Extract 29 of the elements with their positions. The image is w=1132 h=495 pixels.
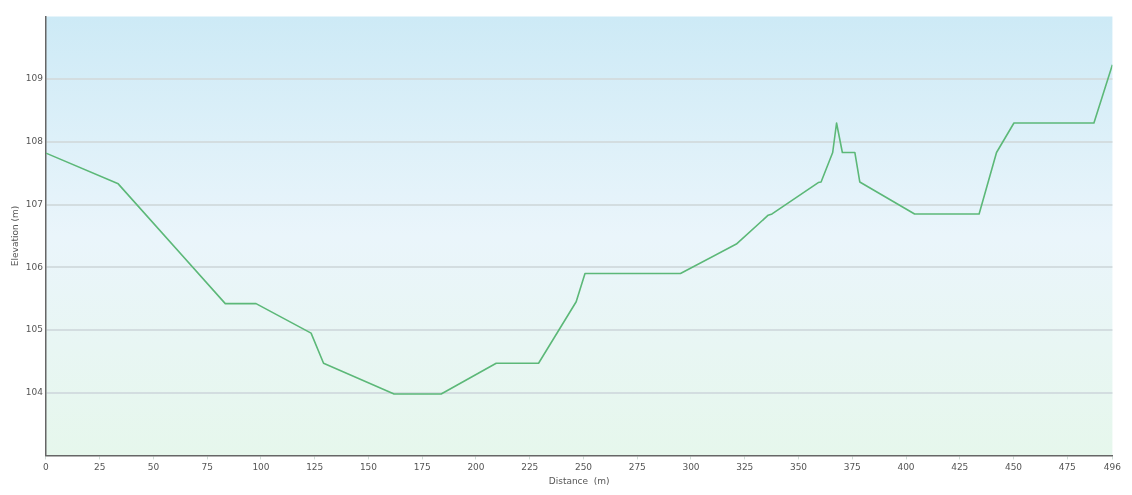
x-tick-label: 375	[843, 462, 861, 473]
x-tick-label: 175	[413, 462, 431, 473]
x-tick-label: 350	[789, 462, 808, 473]
x-tick-label: 50	[147, 462, 160, 473]
x-tick-label: 100	[252, 462, 270, 473]
y-tick-label: 109	[25, 73, 44, 84]
x-axis-title: Distance (m)	[548, 475, 610, 486]
x-tick-label: 275	[628, 462, 646, 473]
x-tick-label: 400	[897, 462, 915, 473]
y-axis-title: Elevation (m)	[9, 205, 20, 267]
y-tick-label: 105	[25, 324, 43, 335]
x-tick-label: 200	[467, 462, 485, 473]
x-tick-label: 496	[1103, 462, 1122, 473]
x-tick-label: 300	[682, 462, 700, 473]
x-tick-label: 425	[951, 462, 969, 473]
y-tick-label: 106	[25, 261, 44, 272]
x-tick-label: 75	[201, 462, 213, 473]
x-tick-label: 250	[574, 462, 593, 473]
x-tick-label: 450	[1004, 462, 1023, 473]
x-tick-label: 125	[306, 462, 324, 473]
x-tick-label: 475	[1058, 462, 1076, 473]
y-tick-label: 108	[25, 136, 44, 147]
x-tick-label: 25	[94, 462, 106, 473]
y-tick-label: 104	[25, 387, 44, 398]
x-tick-label: 325	[736, 462, 754, 473]
x-tick-label: 225	[521, 462, 539, 473]
x-tick-label: 0	[43, 462, 50, 473]
y-tick-label: 107	[25, 198, 43, 209]
x-tick-label: 150	[359, 462, 378, 473]
